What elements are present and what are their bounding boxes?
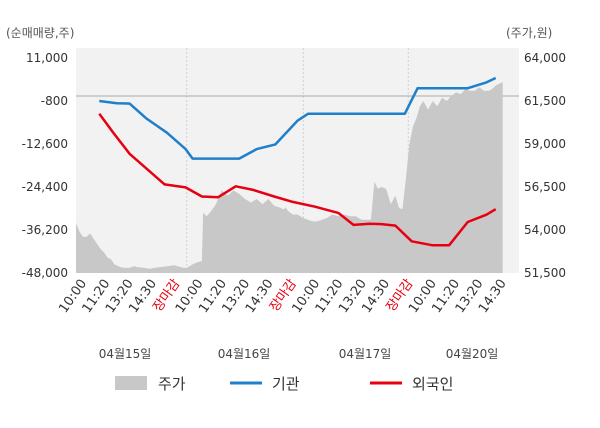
legend: 주가 기관 외국인 [115, 375, 453, 393]
right-tick-label: 51,500 [524, 266, 566, 280]
left-axis-ticks: 11,000 -800 -12,600 -24,400 -36,200 -48,000 [22, 51, 68, 280]
legend-price-label: 주가 [158, 375, 186, 393]
foreigner-line [98, 113, 497, 247]
right-tick-label: 61,500 [524, 94, 566, 108]
left-tick-label: -800 [41, 94, 68, 108]
institution-line [99, 76, 497, 160]
right-tick-label: 56,500 [524, 180, 566, 194]
left-axis-unit: (순매매량,주) [6, 26, 74, 40]
date-label: 04월16일 [218, 347, 271, 361]
legend-foreigner-label: 외국인 [412, 375, 453, 393]
right-tick-label: 59,000 [524, 137, 566, 151]
date-label: 04월15일 [99, 347, 152, 361]
left-tick-label: -12,600 [22, 137, 68, 151]
date-labels: 04월15일 04월16일 04월17일 04월20일 [99, 347, 499, 361]
legend-institution-label: 기관 [272, 375, 300, 393]
right-tick-label: 54,000 [524, 223, 566, 237]
left-tick-label: -24,400 [22, 180, 68, 194]
legend-price-swatch [115, 376, 147, 390]
left-tick-label: -48,000 [22, 266, 68, 280]
right-axis-ticks: 64,000 61,500 59,000 56,500 54,000 51,500 [524, 51, 566, 280]
date-label: 04월20일 [446, 347, 499, 361]
right-tick-label: 64,000 [524, 51, 566, 65]
x-axis-ticks: 10:0011:2013:2014:30장마감10:0011:2013:2014… [56, 277, 509, 316]
left-tick-label: 11,000 [26, 51, 68, 65]
left-tick-label: -36,200 [22, 223, 68, 237]
right-axis-unit: (주가,원) [506, 26, 552, 40]
date-label: 04월17일 [339, 347, 392, 361]
